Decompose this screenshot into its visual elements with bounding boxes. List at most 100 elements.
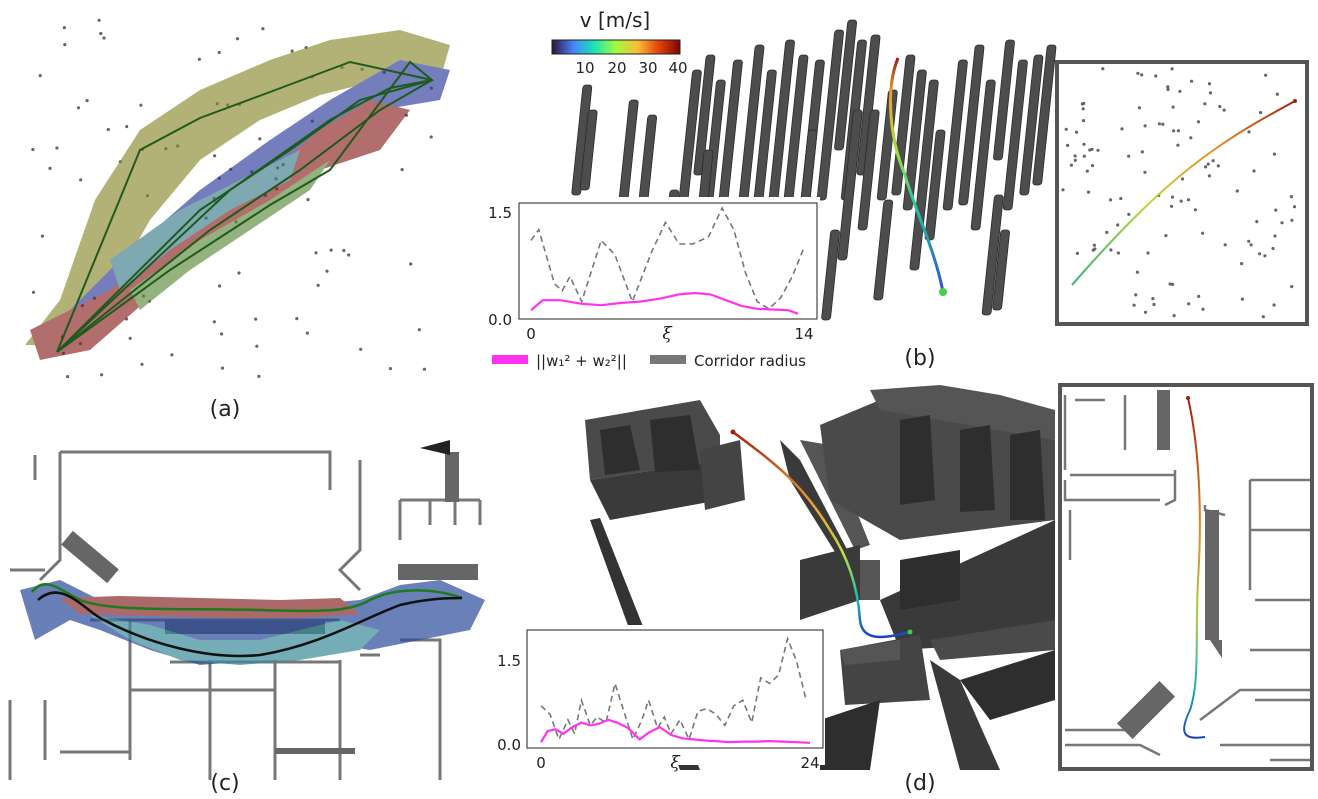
panel-c: (c) — [8, 440, 485, 796]
inset-obstacle-point — [1223, 243, 1227, 247]
panel-d-xlabel: ξ — [670, 753, 681, 773]
inset-obstacle-point — [1066, 143, 1070, 147]
obstacle-point — [255, 344, 259, 348]
inset-obstacle-point — [1081, 119, 1086, 123]
colorbar-tick: 10 — [575, 59, 594, 77]
obstacle-point — [38, 74, 42, 78]
panel-c-path-black — [37, 591, 463, 658]
series-line-weight-norm — [530, 291, 799, 315]
inset-obstacle-point — [1275, 92, 1279, 96]
legend-corridor-label: Corridor radius — [694, 352, 806, 370]
inset-obstacle-point — [1240, 297, 1244, 301]
inset-obstacle-point — [1109, 248, 1113, 252]
panel-b-topdown-inset — [1055, 60, 1309, 326]
inset-obstacle-point — [1096, 148, 1100, 152]
obstacle-point — [99, 31, 103, 36]
obstacle-point — [314, 251, 318, 255]
panel-d-xtick: 24 — [800, 754, 819, 772]
panel-d-topdown-inset — [1058, 383, 1314, 771]
obstacle-point — [66, 375, 70, 379]
inset-obstacle-point — [1166, 85, 1170, 89]
obstacle-point — [306, 198, 310, 202]
panel-b-plot-series — [530, 206, 805, 315]
inset-obstacle-point — [1201, 307, 1205, 311]
pillar-obstacle — [873, 199, 894, 301]
pillar-obstacle — [958, 44, 985, 206]
inset-obstacle-point — [1273, 234, 1277, 238]
inset-obstacle-point — [1093, 247, 1097, 251]
obstacle-point — [290, 49, 294, 53]
series-line-weight-norm — [540, 718, 811, 744]
pillar-obstacle — [909, 79, 939, 271]
inset-obstacle-point — [1061, 188, 1065, 192]
panel-c-corridor-cyan — [90, 615, 380, 665]
obstacle-point — [417, 328, 421, 332]
corridor-cyan — [110, 150, 300, 290]
panel-d-label: (d) — [904, 771, 935, 796]
inset-obstacle-point — [1264, 73, 1268, 77]
pillar-obstacle — [981, 194, 1004, 316]
panel-c-table — [61, 530, 119, 584]
panel-b-xtick: 14 — [794, 325, 813, 343]
inset-obstacle-point — [1272, 152, 1276, 156]
panel-a-label: (a) — [210, 397, 241, 422]
inset-obstacle-point — [1069, 163, 1073, 167]
obstacle-point — [128, 336, 132, 340]
inset-obstacle-point — [1196, 120, 1201, 124]
inset-obstacle-point — [1280, 221, 1284, 225]
panel-d-inset-wedge — [1210, 640, 1222, 658]
obstacle-point — [342, 248, 346, 253]
obstacle-point — [55, 146, 59, 150]
pillar-obstacle — [902, 69, 927, 211]
inset-obstacle-point — [1247, 130, 1251, 134]
inset-obstacle-point — [1190, 79, 1194, 83]
inset-obstacle-point — [1086, 190, 1091, 194]
panel-d-inset-trajectory — [1183, 397, 1206, 739]
panel-b-plot-bg — [480, 197, 820, 337]
panel-d: 1.5 0.0 0 24 ξ (d) — [480, 383, 1314, 796]
inset-obstacle-point — [1152, 302, 1156, 307]
panel-b-goal-marker — [939, 288, 947, 296]
panel-b-ytick: 0.0 — [488, 311, 512, 329]
obstacle-point — [220, 366, 225, 370]
inset-obstacle-point — [1252, 169, 1256, 173]
inset-obstacle-point — [1240, 262, 1244, 266]
inset-obstacle-point — [1170, 195, 1175, 199]
legend-weight-swatch — [492, 355, 528, 364]
obstacle-point — [79, 178, 83, 182]
panel-d-plot: 1.5 0.0 0 24 ξ — [480, 625, 825, 773]
inset-obstacle-point — [1290, 285, 1294, 289]
inset-obstacle-point — [1178, 89, 1182, 93]
obstacle-point — [40, 234, 45, 238]
colorbar-tick: 20 — [607, 59, 626, 77]
inset-obstacle-point — [1274, 208, 1278, 212]
panel-d-plot-frame — [526, 629, 824, 749]
inset-obstacle-point — [1189, 136, 1193, 140]
panel-b: v [m/s] 10 20 30 40 1.5 0.0 0 14 ξ — [480, 8, 1309, 371]
inset-obstacle-point — [1166, 87, 1170, 92]
obstacle-point — [422, 367, 426, 371]
obstacle-point — [213, 154, 217, 158]
inset-obstacle-point — [1073, 158, 1077, 162]
inset-obstacle-point — [1151, 297, 1155, 301]
obstacle-point — [220, 332, 224, 336]
inset-obstacle-point — [1247, 239, 1251, 243]
obstacle-point — [197, 57, 201, 61]
pillar-obstacle — [1002, 59, 1028, 211]
obstacle-point — [212, 320, 216, 324]
inset-obstacle-point — [1176, 143, 1180, 147]
obstacle-point — [102, 36, 106, 40]
colorbar-tick: 40 — [668, 59, 687, 77]
inset-obstacle-point — [1272, 303, 1276, 307]
panel-c-label: (c) — [210, 771, 239, 796]
inset-obstacle-point — [1171, 105, 1175, 109]
inset-obstacle-point — [1074, 130, 1079, 134]
colorbar-title: v [m/s] — [580, 8, 650, 32]
inset-obstacle-point — [1187, 302, 1191, 306]
obstacle-point — [305, 331, 309, 335]
inset-obstacle-point — [1193, 208, 1197, 212]
pillar-obstacle — [834, 19, 858, 151]
pillar-obstacle — [1019, 54, 1044, 196]
pillar-obstacle — [856, 34, 881, 176]
